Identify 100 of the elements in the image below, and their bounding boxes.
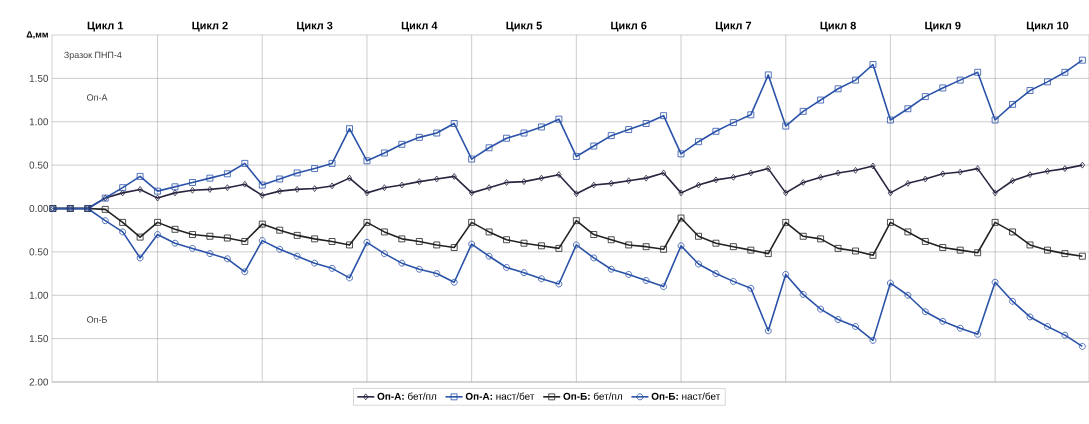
text: Цикл 4	[401, 21, 438, 32]
point	[1027, 171, 1033, 179]
point	[433, 129, 441, 137]
point	[905, 179, 911, 187]
point	[119, 228, 127, 236]
point	[206, 250, 214, 257]
point	[975, 165, 981, 172]
text: Цикл 10	[1026, 21, 1069, 32]
point	[154, 231, 161, 238]
point	[1061, 68, 1069, 76]
point	[468, 155, 476, 163]
point	[171, 183, 179, 191]
point	[328, 264, 336, 272]
point	[625, 241, 633, 249]
text: Цикл 6	[611, 21, 647, 32]
point	[887, 116, 894, 124]
point	[729, 243, 737, 251]
point	[695, 181, 702, 189]
point	[328, 160, 336, 167]
point	[433, 270, 441, 277]
point	[817, 305, 825, 313]
point	[957, 168, 963, 176]
point	[904, 228, 912, 236]
point	[835, 169, 841, 177]
point	[1061, 250, 1069, 257]
point	[137, 186, 143, 193]
point	[834, 245, 842, 252]
point	[398, 235, 406, 243]
point	[311, 259, 318, 267]
point	[120, 189, 126, 197]
point	[572, 217, 580, 225]
point	[258, 181, 266, 189]
point	[416, 178, 422, 185]
point	[974, 68, 982, 76]
point	[101, 217, 109, 225]
point	[695, 138, 702, 146]
point	[520, 269, 528, 277]
point	[747, 246, 755, 254]
point	[939, 84, 947, 92]
point	[415, 265, 423, 273]
point	[538, 123, 545, 131]
point	[189, 179, 196, 186]
point	[556, 171, 562, 179]
y-tick-label: 1.50	[29, 335, 49, 343]
point	[206, 174, 214, 182]
point	[956, 324, 964, 332]
point	[713, 176, 719, 184]
point	[887, 189, 894, 197]
point	[591, 181, 597, 189]
point	[398, 140, 406, 148]
point	[381, 228, 388, 236]
point	[764, 327, 772, 335]
point	[398, 259, 406, 267]
point	[224, 184, 230, 192]
point	[870, 162, 876, 170]
text: Цикл 8	[820, 21, 856, 32]
point	[241, 268, 249, 276]
point	[869, 336, 877, 344]
point	[642, 277, 650, 284]
point	[485, 252, 493, 260]
point	[1044, 246, 1051, 254]
point	[747, 111, 755, 119]
annotation: Оп-Б	[87, 316, 107, 323]
point	[590, 231, 598, 238]
point	[799, 232, 807, 240]
point	[1026, 313, 1034, 321]
point	[450, 120, 458, 127]
point	[346, 174, 353, 182]
point	[328, 238, 336, 245]
point	[765, 165, 771, 172]
point	[1026, 87, 1034, 94]
point	[433, 241, 441, 249]
y-axis-title: Δ,мм	[26, 31, 48, 39]
point	[695, 260, 702, 268]
legend-label: Оп-А: наст/бет	[465, 392, 535, 400]
point	[381, 250, 388, 257]
point	[468, 240, 476, 248]
point	[991, 116, 999, 124]
y-tick-label: 1.00	[29, 291, 49, 299]
point	[817, 96, 825, 104]
point	[223, 170, 231, 178]
point	[415, 133, 423, 141]
point	[625, 271, 633, 278]
legend-label: Оп-А: бет/пл	[377, 392, 437, 400]
point	[503, 179, 510, 186]
point	[956, 246, 964, 254]
point	[817, 235, 825, 243]
point	[189, 245, 196, 252]
point	[136, 233, 144, 241]
point	[241, 238, 249, 245]
point	[782, 122, 790, 130]
point	[782, 218, 790, 226]
point	[171, 225, 179, 233]
point	[573, 190, 579, 198]
point	[538, 275, 545, 283]
point	[940, 170, 946, 178]
point	[259, 192, 265, 199]
point	[921, 93, 929, 100]
point	[572, 153, 580, 160]
point	[800, 179, 806, 186]
